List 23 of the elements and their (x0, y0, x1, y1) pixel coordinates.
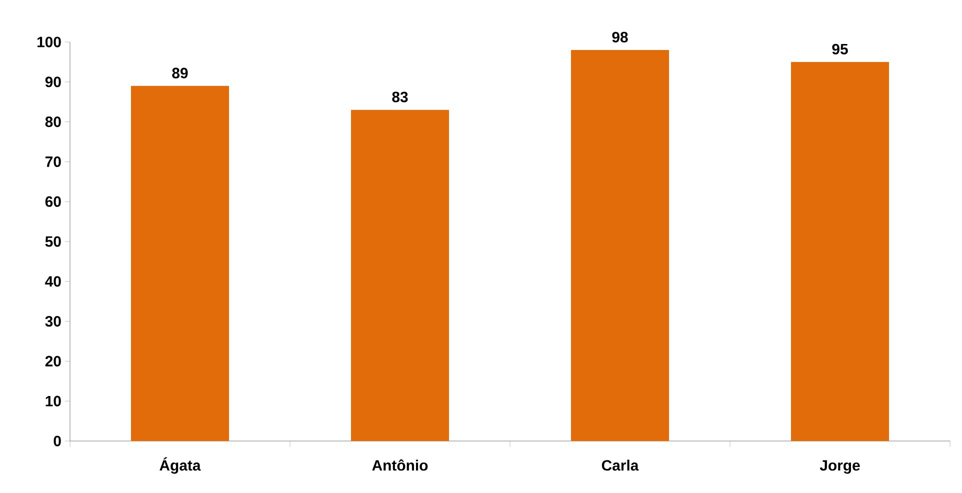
x-tick-label: Ágata (160, 457, 201, 474)
x-tick-label: Carla (602, 460, 639, 471)
data-label: 95 (832, 44, 848, 54)
data-label: 98 (612, 32, 628, 42)
y-tick-label: 20 (45, 356, 61, 366)
y-tick-label: 0 (54, 436, 61, 446)
y-tick-label: 50 (45, 236, 61, 247)
y-tick-label: 80 (45, 116, 61, 128)
y-tick-label: 30 (45, 316, 61, 327)
x-tick-label: Jorge (820, 460, 860, 474)
y-tick-label: 10 (46, 396, 61, 406)
x-tick-label: Antônio (372, 459, 428, 471)
bar (131, 86, 229, 441)
y-tick-label: 90 (45, 76, 61, 88)
bar (791, 62, 890, 441)
data-label: 89 (172, 68, 188, 78)
data-label: 83 (392, 92, 408, 102)
y-tick-label: 100 (37, 36, 61, 48)
y-tick-label: 40 (45, 276, 61, 287)
y-tick-label: 70 (46, 156, 61, 167)
y-tick-label: 60 (45, 196, 61, 207)
bar (351, 110, 450, 441)
bar (571, 50, 670, 441)
